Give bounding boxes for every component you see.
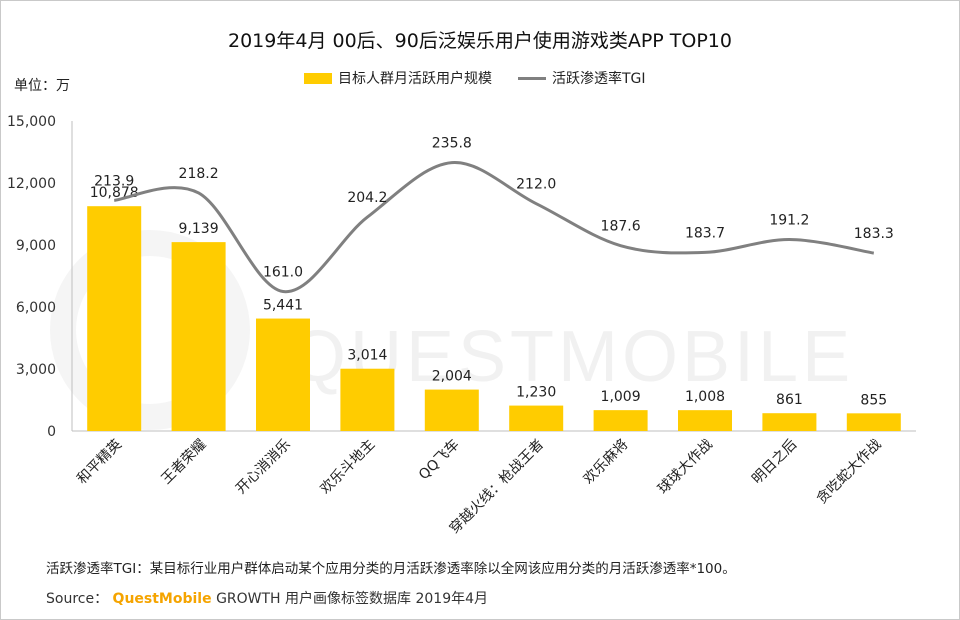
category-label: QQ飞车	[415, 436, 462, 483]
tgi-line	[113, 161, 875, 294]
tgi-value-label: 183.3	[854, 226, 894, 242]
bar	[340, 368, 395, 431]
bar-value-label: 861	[776, 392, 803, 408]
legend: 目标人群月活跃用户规模 活跃渗透率TGI	[304, 68, 672, 88]
bar-value-label: 5,441	[263, 298, 303, 314]
bar	[171, 242, 226, 431]
bar	[593, 410, 648, 431]
bar	[762, 413, 817, 431]
tgi-value-label: 218.2	[179, 166, 219, 182]
category-label: 欢乐斗地主	[317, 437, 378, 498]
bar-value-label: 2,004	[432, 369, 472, 385]
legend-bar-swatch	[304, 72, 332, 84]
tgi-value-label: 161.0	[263, 265, 303, 281]
category-label: 球球大作战	[655, 437, 716, 498]
source-brand: QuestMobile	[112, 591, 212, 607]
bar-value-label: 1,008	[685, 389, 725, 405]
y-tick-label: 9,000	[16, 238, 56, 254]
category-label: 开心消消乐	[233, 437, 294, 498]
tgi-value-label: 191.2	[769, 212, 809, 228]
tgi-value-label: 212.0	[516, 177, 556, 193]
tgi-value-label: 204.2	[347, 190, 387, 206]
chart-title: 2019年4月 00后、90后泛娱乐用户使用游戏类APP TOP10	[228, 30, 732, 52]
bar-value-label: 1,230	[516, 385, 556, 401]
legend-line-label: 活跃渗透率TGI	[552, 71, 646, 87]
y-tick-label: 0	[47, 424, 56, 440]
legend-item-line: 活跃渗透率TGI	[518, 68, 646, 88]
unit-label: 单位：万	[14, 78, 70, 94]
legend-item-bar: 目标人群月活跃用户规模	[304, 68, 492, 88]
y-tick-label: 12,000	[7, 176, 56, 192]
footnote: 活跃渗透率TGI：某目标行业用户群体启动某个应用分类的月活跃渗透率除以全网该应用…	[46, 561, 736, 577]
y-tick-label: 15,000	[7, 114, 56, 130]
bar	[678, 410, 732, 431]
bar	[424, 389, 479, 431]
category-label: 穿越火线：枪战王者	[446, 436, 547, 537]
tgi-value-label: 183.7	[685, 225, 725, 241]
bar	[87, 206, 142, 431]
tgi-value-label: 213.9	[94, 173, 134, 189]
category-label: 和平精英	[73, 436, 125, 488]
bar	[509, 405, 564, 431]
source-prefix: Source：	[46, 591, 109, 607]
y-tick-label: 3,000	[16, 362, 56, 378]
category-label: 欢乐麻将	[581, 437, 632, 488]
bar-value-label: 855	[860, 392, 887, 408]
category-label: 明日之后	[749, 437, 800, 488]
category-label: 王者荣耀	[159, 437, 210, 488]
y-tick-label: 6,000	[16, 300, 56, 316]
bar-value-label: 3,014	[347, 348, 387, 364]
tgi-value-label: 187.6	[601, 219, 641, 235]
tgi-value-label: 235.8	[432, 136, 472, 152]
bar	[256, 318, 310, 431]
legend-line-swatch	[518, 76, 546, 80]
category-label: 贪吃蛇大作战	[814, 437, 885, 508]
source-suffix: GROWTH 用户画像标签数据库 2019年4月	[216, 591, 489, 607]
bar	[846, 413, 901, 431]
legend-bar-label: 目标人群月活跃用户规模	[338, 71, 492, 87]
source-line: Source： QuestMobile GROWTH 用户画像标签数据库 201…	[46, 588, 488, 608]
bar-value-label: 1,009	[601, 389, 641, 405]
bar-value-label: 9,139	[179, 221, 219, 237]
